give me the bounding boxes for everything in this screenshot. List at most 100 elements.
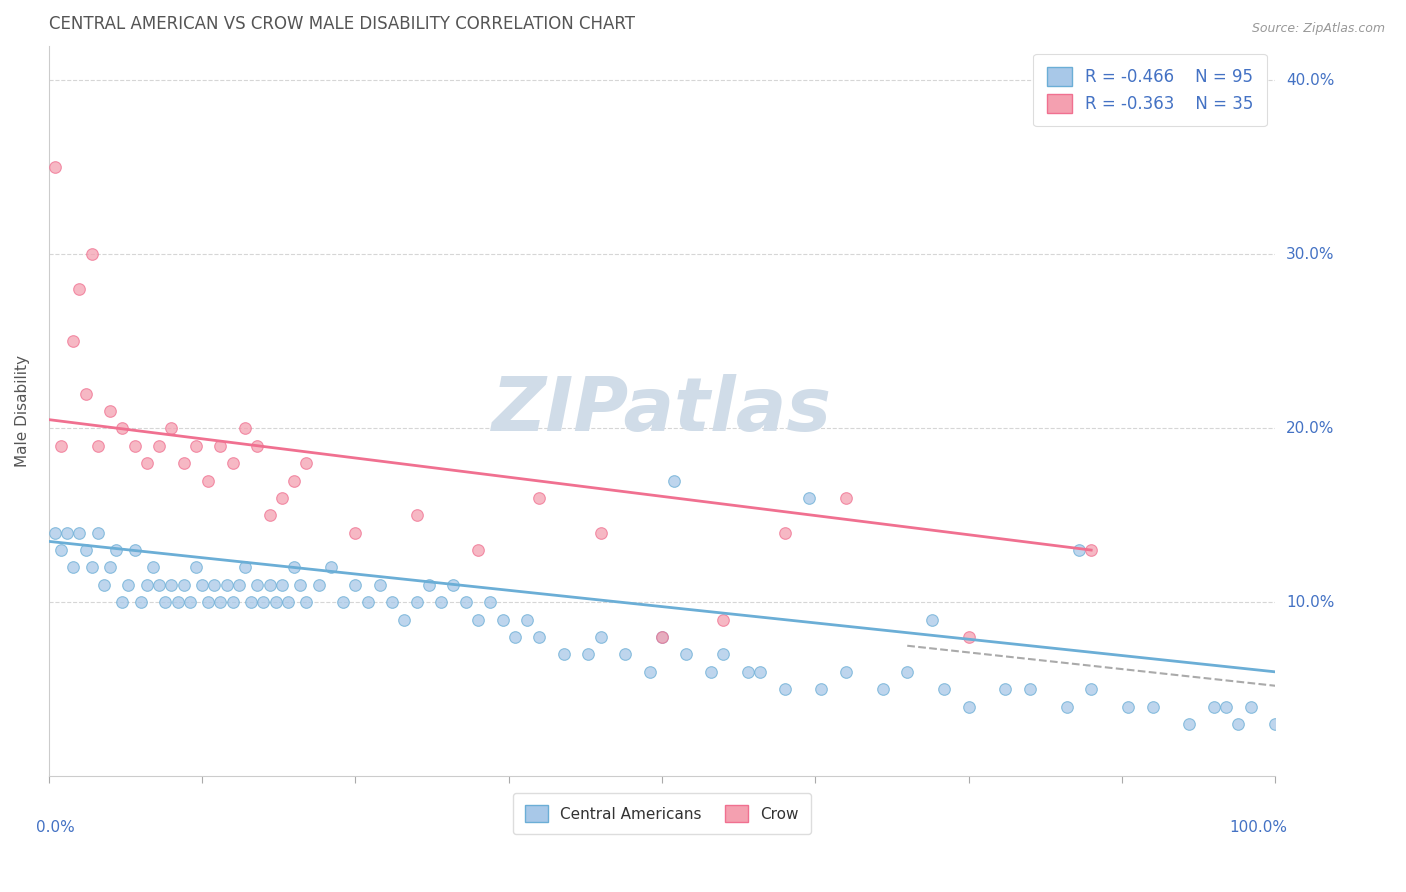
Point (589, 630, 612, 644)
Point (215, 578, 238, 592)
Point (994, 682, 1017, 697)
Point (1018, 682, 1040, 697)
Point (749, 665, 772, 679)
Point (111, 421, 134, 435)
Point (142, 560, 165, 574)
Point (638, 665, 661, 679)
Point (368, 578, 391, 592)
Text: 40.0%: 40.0% (1286, 73, 1334, 88)
Point (202, 578, 225, 592)
Point (173, 578, 195, 592)
Point (44, 525, 66, 540)
Point (405, 508, 427, 523)
Point (93, 578, 115, 592)
Point (344, 525, 367, 540)
Point (148, 578, 170, 592)
Point (872, 682, 894, 697)
Point (308, 578, 330, 592)
Point (957, 630, 980, 644)
Point (1056, 699, 1078, 714)
Point (319, 560, 342, 574)
Point (664, 474, 686, 488)
Point (405, 595, 427, 609)
Point (1264, 717, 1286, 731)
Point (240, 595, 263, 609)
Point (62, 334, 84, 349)
Point (135, 578, 157, 592)
Point (1202, 699, 1225, 714)
Point (124, 439, 146, 453)
Text: CENTRAL AMERICAN VS CROW MALE DISABILITY CORRELATION CHART: CENTRAL AMERICAN VS CROW MALE DISABILITY… (49, 15, 634, 33)
Y-axis label: Male Disability: Male Disability (15, 355, 30, 467)
Point (356, 595, 378, 609)
Point (75, 543, 97, 558)
Point (117, 578, 139, 592)
Point (184, 439, 207, 453)
Point (124, 543, 146, 558)
Point (1227, 717, 1250, 731)
Point (283, 474, 305, 488)
Point (197, 474, 219, 488)
Point (344, 578, 367, 592)
Point (553, 648, 575, 662)
Point (1116, 699, 1139, 714)
Legend: Central Americans, Crow: Central Americans, Crow (513, 793, 811, 834)
Point (233, 421, 256, 435)
Point (700, 665, 723, 679)
Text: 20.0%: 20.0% (1286, 421, 1334, 436)
Point (209, 439, 232, 453)
Point (173, 456, 195, 470)
Point (246, 578, 269, 592)
Point (184, 560, 207, 574)
Point (1080, 682, 1102, 697)
Point (49, 439, 72, 453)
Point (160, 421, 183, 435)
Point (259, 508, 281, 523)
Point (179, 595, 201, 609)
Point (430, 595, 453, 609)
Point (835, 665, 858, 679)
Point (295, 595, 318, 609)
Point (62, 560, 84, 574)
Point (932, 682, 955, 697)
Point (270, 491, 292, 505)
Point (44, 161, 66, 175)
Point (467, 543, 489, 558)
Point (87, 525, 110, 540)
Point (503, 630, 526, 644)
Point (381, 595, 404, 609)
Text: ZIPatlas: ZIPatlas (492, 375, 832, 448)
Point (129, 595, 152, 609)
Point (222, 595, 245, 609)
Point (1067, 543, 1090, 558)
Point (1215, 699, 1237, 714)
Point (1239, 699, 1261, 714)
Point (797, 491, 820, 505)
Point (1178, 717, 1201, 731)
Point (835, 491, 858, 505)
Point (418, 578, 440, 592)
Point (148, 439, 170, 453)
Point (264, 595, 287, 609)
Point (67, 525, 90, 540)
Point (711, 613, 734, 627)
Point (252, 595, 274, 609)
Point (270, 578, 292, 592)
Point (332, 595, 354, 609)
Point (737, 665, 759, 679)
Point (49, 543, 72, 558)
Point (222, 456, 245, 470)
Point (773, 682, 796, 697)
Point (295, 456, 318, 470)
Point (651, 630, 673, 644)
Text: Source: ZipAtlas.com: Source: ZipAtlas.com (1251, 22, 1385, 36)
Point (111, 595, 134, 609)
Point (233, 560, 256, 574)
Point (98, 560, 121, 574)
Point (259, 578, 281, 592)
Point (75, 386, 97, 401)
Point (277, 595, 299, 609)
Point (80, 560, 103, 574)
Point (80, 247, 103, 261)
Point (197, 595, 219, 609)
